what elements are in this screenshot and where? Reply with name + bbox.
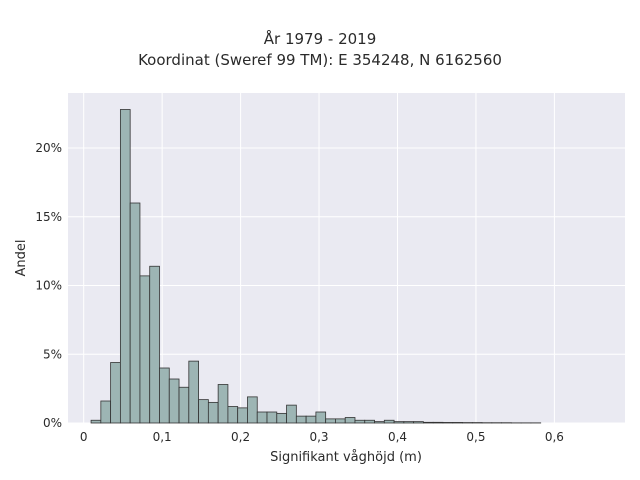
histogram-bar xyxy=(100,400,112,424)
histogram-bar xyxy=(403,421,415,424)
histogram-bar xyxy=(305,415,317,424)
histogram-bar xyxy=(286,404,297,424)
x-tick-label: 0,5 xyxy=(466,430,485,444)
histogram-bar xyxy=(119,109,131,424)
x-tick-label: 0,3 xyxy=(309,430,328,444)
histogram-bar xyxy=(266,411,278,424)
histogram-bar xyxy=(139,275,151,424)
histogram-bar xyxy=(178,386,190,424)
histogram-bar xyxy=(413,421,424,424)
histogram-bar xyxy=(344,417,356,424)
x-tick-label: 0,1 xyxy=(153,430,172,444)
histogram-bar xyxy=(159,367,170,424)
x-tick-label: 0 xyxy=(80,430,88,444)
y-tick-label: 5% xyxy=(43,347,62,361)
histogram-bar xyxy=(256,411,268,424)
x-tick-label: 0,4 xyxy=(388,430,407,444)
histogram-bar xyxy=(432,421,444,424)
histogram-bar xyxy=(90,419,102,424)
y-tick-label: 0% xyxy=(43,416,62,430)
histogram-bar xyxy=(129,202,141,424)
histogram-bar xyxy=(207,401,219,424)
histogram-bar xyxy=(335,418,346,424)
x-tick-label: 0,2 xyxy=(231,430,250,444)
chart-title-line-2: Koordinat (Sweref 99 TM): E 354248, N 61… xyxy=(138,51,502,69)
histogram-bar xyxy=(188,360,199,424)
y-tick-label: 20% xyxy=(35,141,62,155)
histogram-bar xyxy=(364,419,375,424)
histogram-bar xyxy=(247,396,258,424)
histogram-bar xyxy=(168,378,180,424)
y-axis-ticks: 0% 5% 10% 15% 20% xyxy=(35,141,62,430)
histogram-bar xyxy=(227,406,239,424)
histogram-bar xyxy=(295,415,307,424)
histogram-bar xyxy=(452,422,463,424)
histogram-bar xyxy=(393,421,405,424)
histogram-bar xyxy=(325,418,336,424)
histogram-bar xyxy=(276,412,287,424)
histogram-bar xyxy=(354,419,366,424)
y-tick-label: 10% xyxy=(35,279,62,293)
histogram-bar xyxy=(149,265,160,424)
x-tick-label: 0,6 xyxy=(545,430,564,444)
y-tick-label: 15% xyxy=(35,210,62,224)
y-axis-label: Andel xyxy=(14,240,29,277)
histogram-bar xyxy=(383,419,395,424)
x-axis-label: Signifikant våghöjd (m) xyxy=(270,450,422,465)
histogram-bar xyxy=(442,422,454,424)
histogram-bar xyxy=(315,411,327,424)
histogram-bar xyxy=(423,421,434,424)
chart-title-line-1: År 1979 - 2019 xyxy=(263,30,377,48)
histogram-bar xyxy=(374,421,385,424)
histogram-bar xyxy=(217,384,229,424)
histogram-bar xyxy=(110,362,121,424)
histogram-bar xyxy=(237,407,248,424)
histogram-bars xyxy=(90,109,542,424)
x-axis-ticks: 0 0,1 0,2 0,3 0,4 0,5 0,6 xyxy=(80,430,564,444)
histogram-bar xyxy=(198,399,209,424)
